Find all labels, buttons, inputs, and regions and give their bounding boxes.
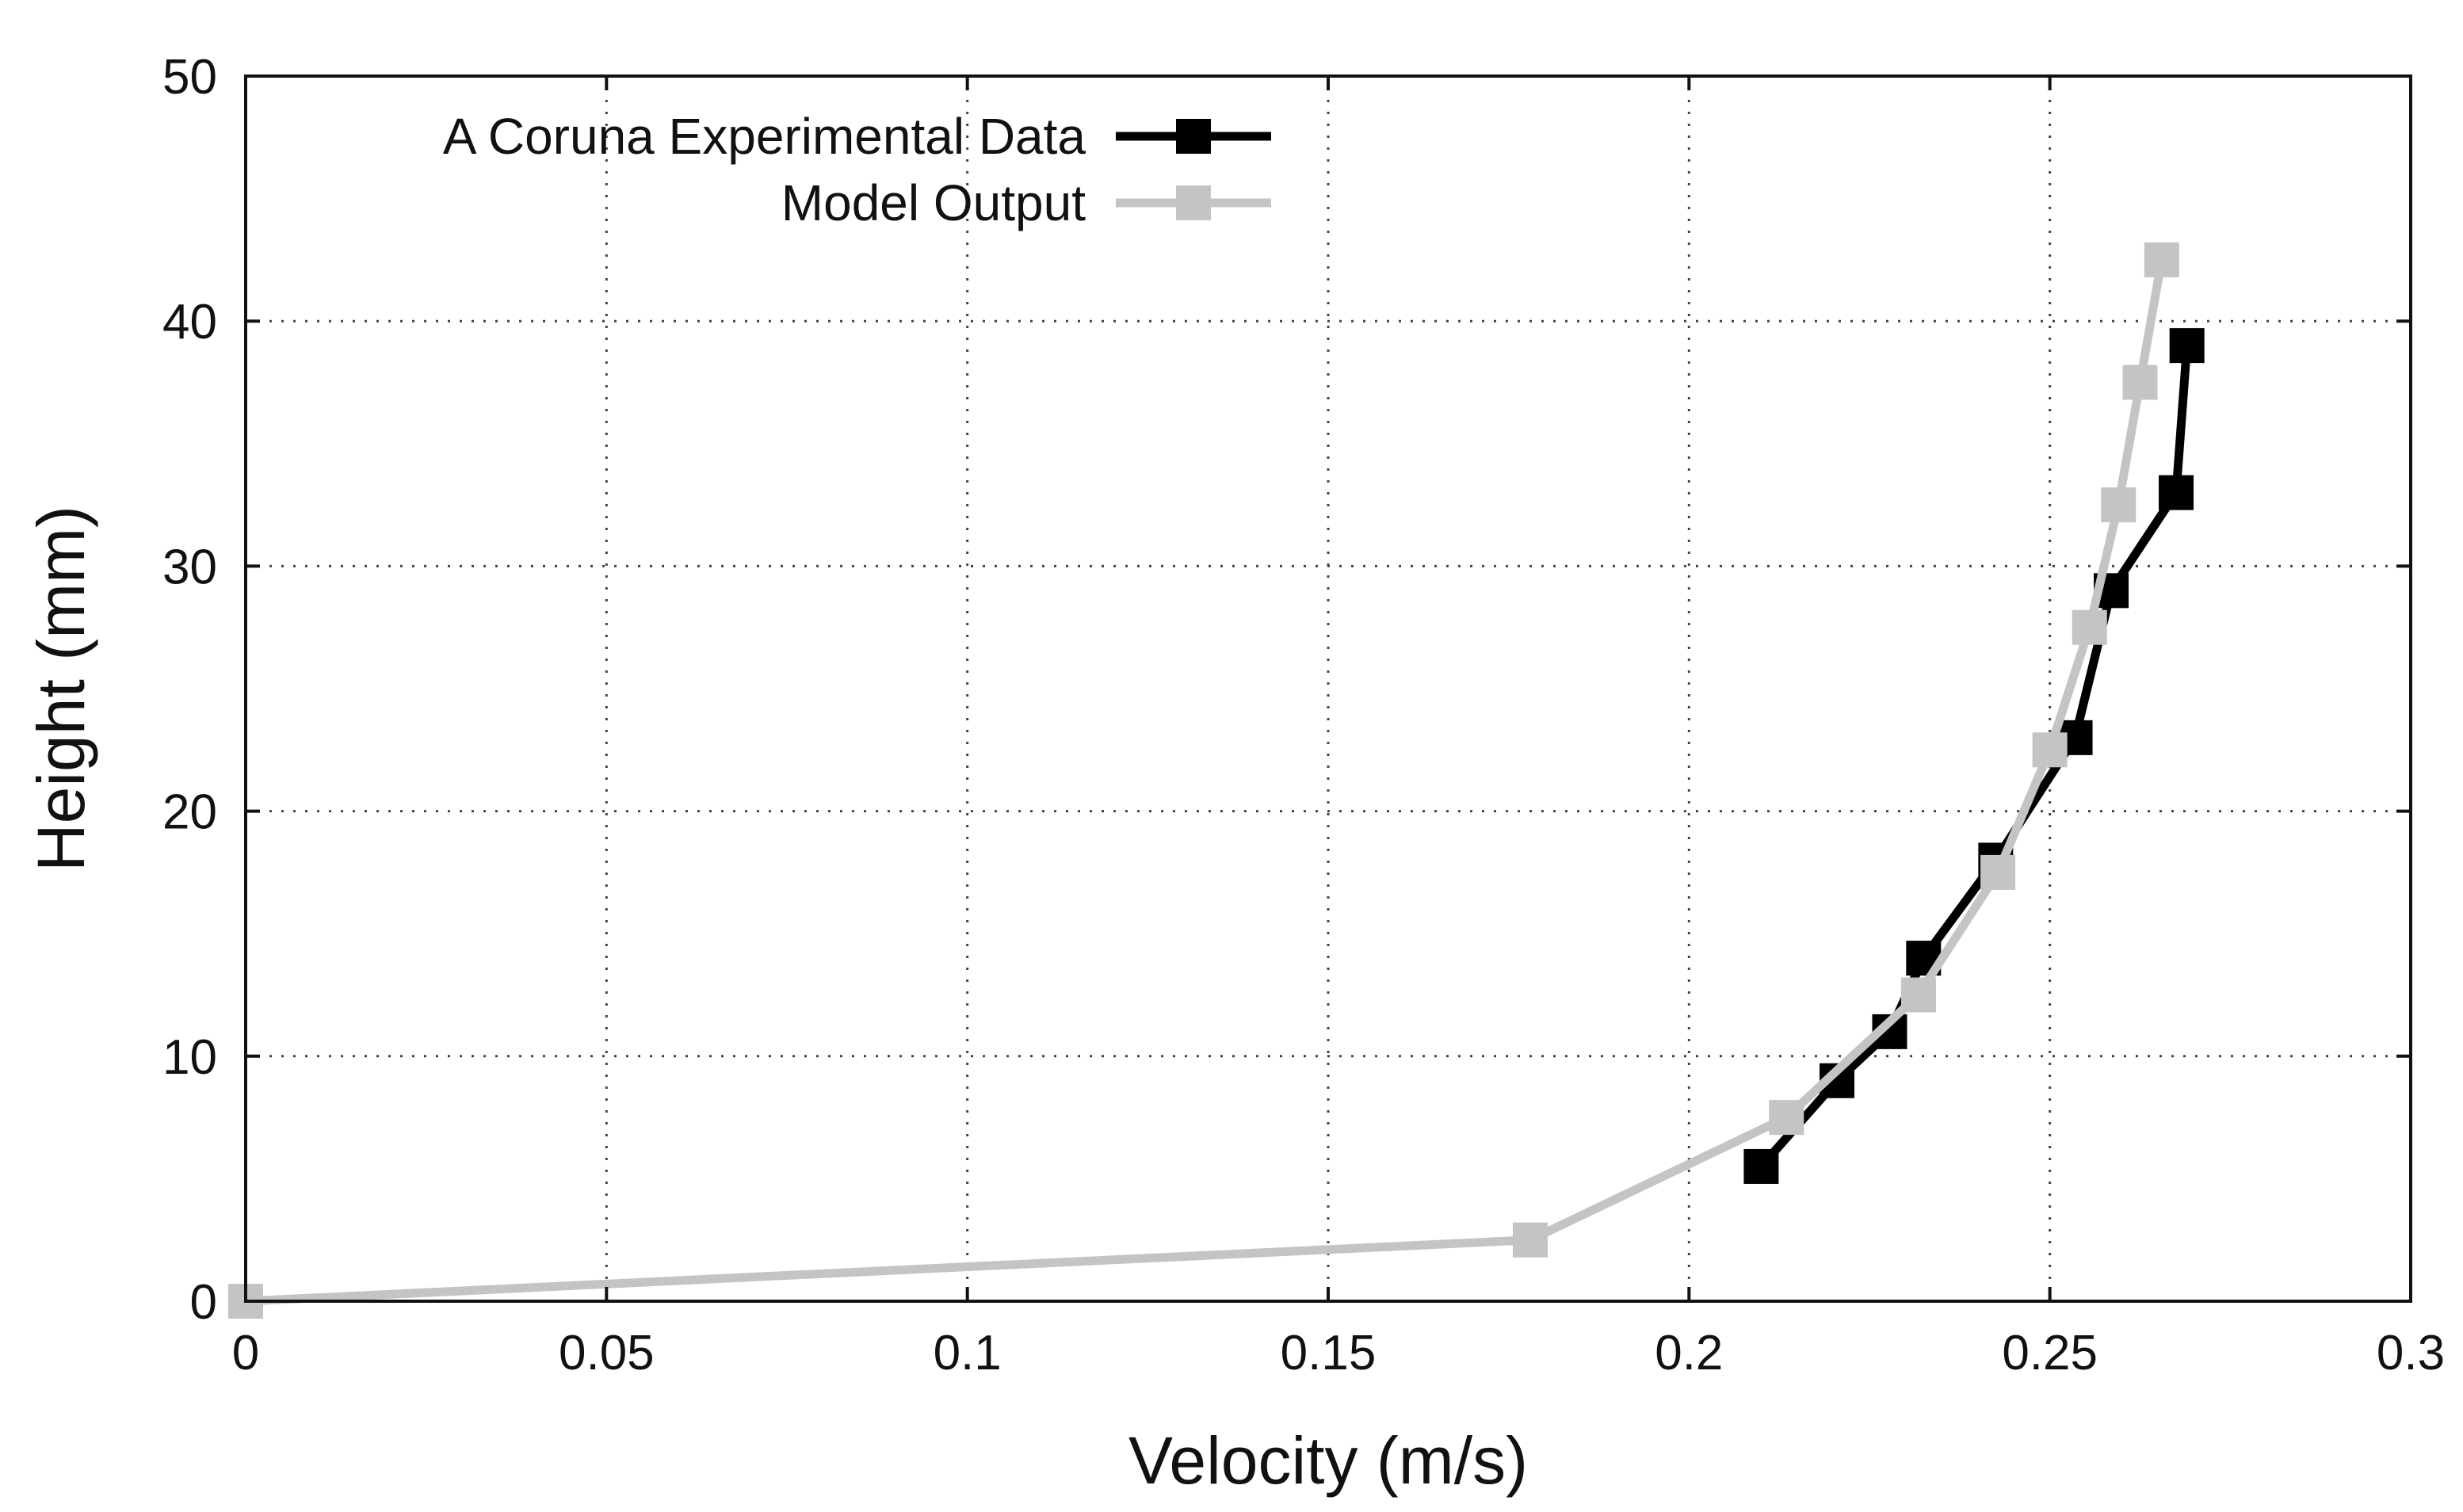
- x-tick-label: 0.05: [559, 1326, 655, 1380]
- legend-label-experimental: A Coruna Experimental Data: [443, 108, 1086, 165]
- data-point: [2072, 609, 2107, 645]
- legend-swatch-marker: [1176, 119, 1211, 154]
- grid: [246, 76, 2411, 1301]
- data-point: [2122, 365, 2158, 400]
- y-axis-title: Height (mm): [24, 506, 98, 872]
- y-tick-label: 30: [162, 540, 217, 594]
- data-point: [1512, 1222, 1548, 1258]
- series-0: [1743, 328, 2205, 1184]
- x-tick-labels: 0 0.05 0.1 0.15 0.2 0.25 0.3: [232, 1326, 2445, 1380]
- data-point: [2101, 487, 2137, 523]
- x-tick-label: 0.25: [2002, 1326, 2098, 1380]
- data-point: [1900, 977, 1936, 1013]
- data-point: [1980, 854, 2016, 890]
- x-axis-title: Velocity (m/s): [1128, 1423, 1528, 1498]
- series-line: [245, 258, 2167, 1306]
- data-point: [2144, 242, 2179, 277]
- legend-swatch-marker: [1176, 185, 1211, 220]
- y-tick-label: 0: [190, 1275, 217, 1330]
- series-1: [228, 242, 2179, 1319]
- y-tick-label: 50: [162, 50, 217, 105]
- legend-swatches: [1116, 119, 1271, 220]
- series-layer: [228, 242, 2205, 1319]
- y-tick-label: 40: [162, 295, 217, 349]
- data-point: [2169, 328, 2205, 364]
- x-tick-label: 0.2: [1655, 1326, 1723, 1380]
- data-point: [1743, 1148, 1779, 1184]
- axis-ticks: [246, 76, 2411, 1301]
- data-point: [2032, 732, 2068, 768]
- y-tick-labels: 0 10 20 30 40 50: [162, 50, 217, 1330]
- y-tick-label: 20: [162, 785, 217, 840]
- x-tick-label: 0.1: [934, 1326, 1002, 1380]
- legend: A Coruna Experimental Data Model Output: [443, 108, 1271, 231]
- y-tick-label: 10: [162, 1030, 217, 1085]
- x-tick-label: 0.15: [1281, 1326, 1377, 1380]
- legend-label-model: Model Output: [781, 174, 1086, 231]
- x-tick-label: 0: [232, 1326, 259, 1380]
- data-point: [2159, 475, 2194, 510]
- x-tick-label: 0.3: [2377, 1326, 2445, 1380]
- data-point: [1769, 1100, 1804, 1136]
